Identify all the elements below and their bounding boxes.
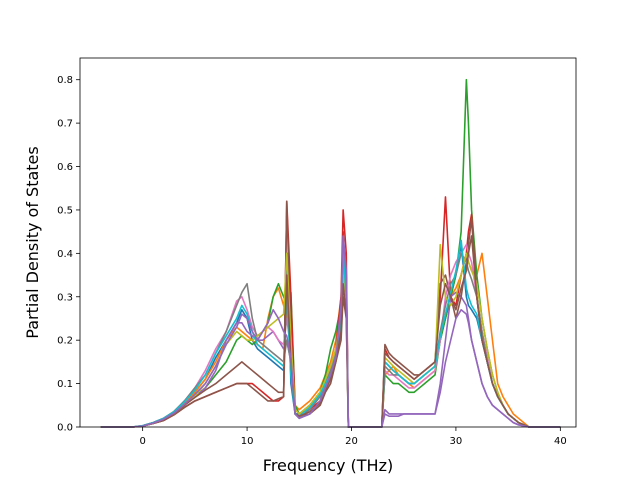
y-tick-label: 0.2 [57,336,73,347]
y-axis-ticks: 0.0 0.1 0.2 0.3 0.4 0.5 0.6 0.7 0.8 [57,75,80,434]
series-layer [100,78,561,428]
y-tick-label: 0.0 [57,423,73,434]
y-tick-label: 0.8 [57,75,73,86]
y-tick-label: 0.3 [57,292,73,303]
y-tick-label: 0.6 [57,162,73,173]
x-tick-label: 40 [554,436,567,447]
x-tick-label: 30 [450,436,463,447]
y-axis-label: Partial Density of States [23,146,42,338]
x-axis-ticks: 0 10 20 30 40 [139,427,567,447]
y-tick-label: 0.7 [57,119,73,130]
series-line-4 [100,196,561,428]
series-line-6 [100,200,561,428]
y-tick-label: 0.1 [57,379,73,390]
x-tick-label: 10 [241,436,254,447]
plot-frame [79,57,577,428]
x-tick-label: 20 [345,436,358,447]
y-tick-label: 0.5 [57,205,73,216]
x-axis-label: Frequency (THz) [263,456,393,475]
y-tick-label: 0.4 [57,249,73,260]
x-tick-label: 0 [139,436,145,447]
series-line-2 [100,252,561,428]
